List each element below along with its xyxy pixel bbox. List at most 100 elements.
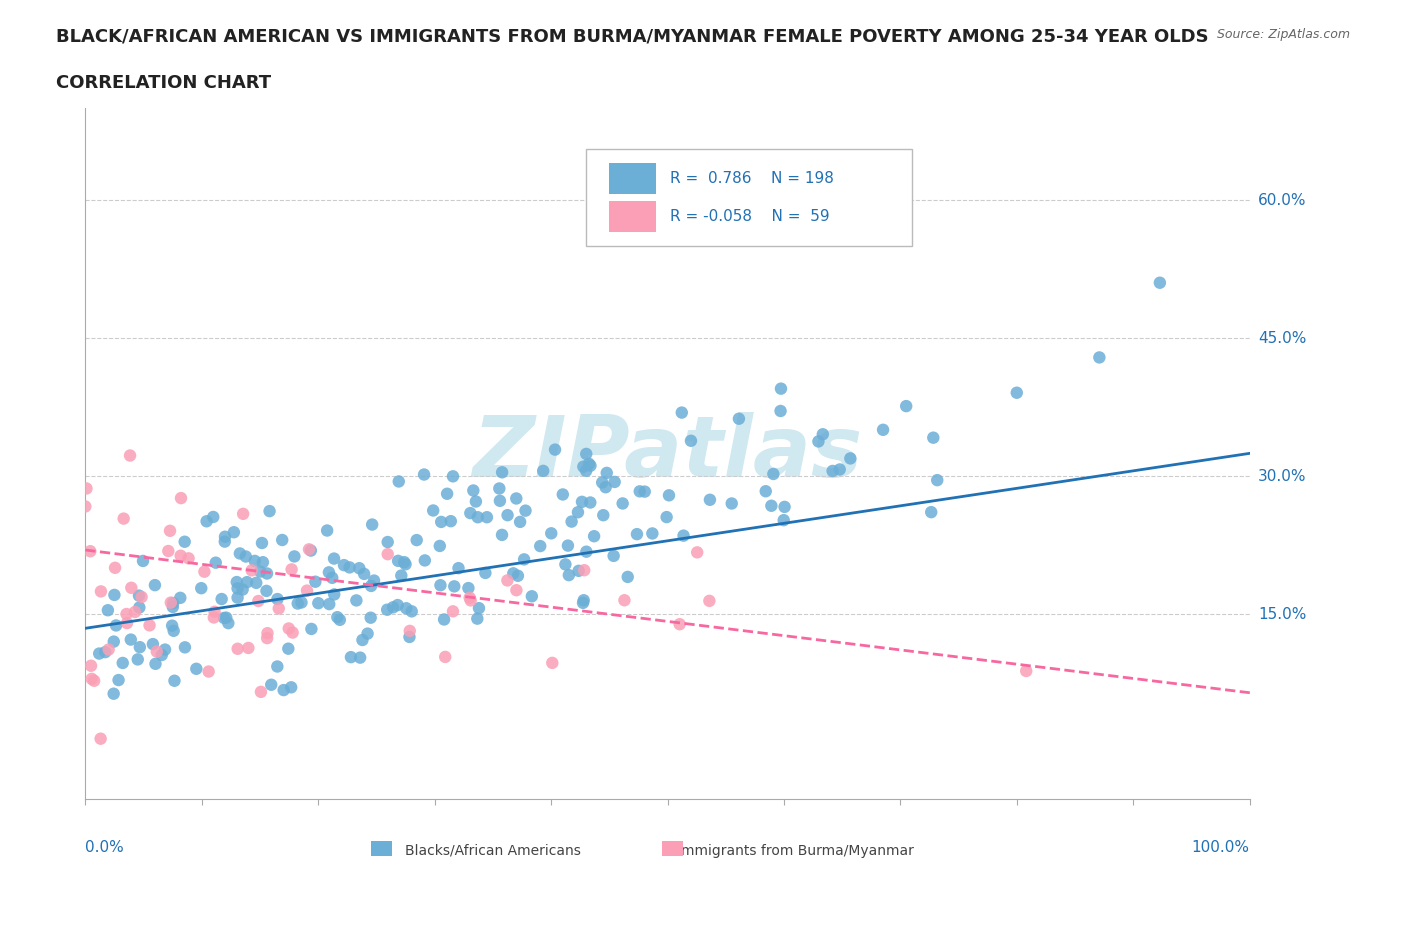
Point: [353, 566, 375, 581]
Point: [318, 597, 340, 612]
Point: [299, 621, 322, 636]
Point: [217, 616, 239, 631]
Point: [340, 650, 363, 665]
Point: [128, 588, 150, 603]
Point: [127, 652, 149, 667]
Point: [138, 618, 160, 632]
Point: [344, 593, 367, 608]
Text: 45.0%: 45.0%: [1258, 331, 1306, 346]
Point: [240, 563, 263, 578]
Point: [595, 480, 617, 495]
Point: [259, 504, 281, 519]
Point: [295, 583, 318, 598]
Text: Source: ZipAtlas.com: Source: ZipAtlas.com: [1216, 28, 1350, 41]
Point: [572, 592, 595, 607]
Point: [540, 525, 562, 540]
Point: [699, 593, 721, 608]
Point: [280, 680, 302, 695]
Point: [111, 656, 134, 671]
Point: [146, 644, 169, 659]
Point: [375, 603, 398, 618]
Point: [170, 491, 193, 506]
Point: [229, 546, 252, 561]
Point: [190, 580, 212, 595]
Point: [575, 446, 598, 461]
Point: [89, 646, 111, 661]
Point: [489, 493, 512, 508]
Point: [79, 544, 101, 559]
Point: [544, 442, 567, 457]
Point: [433, 612, 456, 627]
Point: [318, 565, 340, 579]
Point: [363, 573, 385, 588]
Point: [160, 618, 183, 633]
Point: [389, 568, 412, 583]
Point: [288, 816, 311, 830]
Point: [465, 611, 488, 626]
Point: [162, 600, 184, 615]
Point: [575, 463, 598, 478]
Text: Blacks/African Americans: Blacks/African Americans: [405, 844, 581, 857]
Point: [922, 431, 945, 445]
Point: [212, 610, 235, 625]
Point: [159, 524, 181, 538]
Point: [197, 664, 219, 679]
Point: [457, 580, 479, 595]
Point: [120, 632, 142, 647]
Point: [440, 513, 463, 528]
Point: [475, 510, 498, 525]
Point: [616, 569, 638, 584]
Point: [281, 625, 304, 640]
Point: [686, 545, 709, 560]
Point: [120, 580, 142, 595]
Point: [554, 557, 576, 572]
Point: [226, 581, 249, 596]
Point: [574, 563, 596, 578]
Point: [557, 538, 579, 553]
Point: [214, 534, 236, 549]
Point: [132, 553, 155, 568]
Point: [80, 658, 103, 673]
Point: [468, 601, 491, 616]
Point: [603, 474, 626, 489]
Point: [202, 510, 225, 525]
Point: [671, 405, 693, 420]
Point: [491, 527, 513, 542]
Point: [83, 673, 105, 688]
Point: [592, 508, 614, 523]
Point: [531, 463, 554, 478]
Point: [157, 543, 180, 558]
Point: [128, 640, 150, 655]
Point: [434, 649, 457, 664]
Point: [463, 483, 485, 498]
Point: [1005, 385, 1028, 400]
Point: [458, 591, 481, 605]
Point: [153, 642, 176, 657]
Point: [579, 495, 602, 510]
Point: [163, 673, 186, 688]
Point: [429, 538, 451, 553]
Point: [505, 583, 527, 598]
Point: [1088, 350, 1111, 365]
Point: [97, 642, 120, 657]
Point: [256, 626, 278, 641]
Point: [529, 538, 551, 553]
Text: 0.0%: 0.0%: [86, 840, 124, 855]
Point: [105, 618, 128, 633]
Point: [387, 598, 409, 613]
Point: [304, 574, 326, 589]
Point: [143, 578, 166, 592]
Point: [496, 508, 519, 523]
Point: [321, 570, 343, 585]
Point: [90, 731, 112, 746]
Point: [103, 634, 125, 649]
Point: [243, 553, 266, 568]
Point: [349, 650, 371, 665]
Point: [394, 554, 416, 569]
Point: [142, 637, 165, 652]
Point: [382, 600, 405, 615]
Text: 100.0%: 100.0%: [1192, 840, 1250, 855]
Point: [658, 488, 681, 503]
Point: [398, 630, 420, 644]
Point: [1015, 663, 1038, 678]
